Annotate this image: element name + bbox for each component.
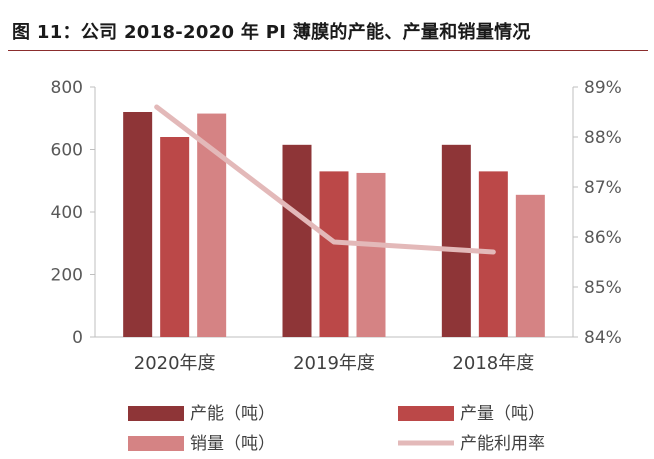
right-tick-label: 86%	[584, 228, 622, 248]
legend-swatch-3	[128, 436, 184, 451]
bar-series-3	[515, 194, 545, 337]
right-tick-label: 87%	[584, 178, 622, 198]
legend-label-4: 产能利用率	[460, 434, 545, 454]
utilization-line	[154, 104, 496, 255]
right-tick-label: 84%	[584, 328, 622, 348]
left-tick-label: 0	[72, 328, 83, 348]
category-label: 2019年度	[293, 353, 375, 374]
right-tick-label: 85%	[584, 278, 622, 298]
bar-series-1	[441, 144, 471, 337]
page-title: 图 11：公司 2018-2020 年 PI 薄膜的产能、产量和销量情况	[12, 22, 531, 43]
left-tick-label: 200	[51, 266, 83, 286]
left-tick-label: 800	[51, 78, 83, 98]
title-divider	[8, 50, 648, 51]
category-label: 2018年度	[452, 353, 534, 374]
bar-series-1	[282, 144, 312, 337]
bar-series-1	[123, 112, 153, 337]
left-tick-label: 600	[51, 141, 83, 161]
legend-label-2: 产量（吨）	[460, 404, 545, 424]
bar-series-3	[356, 172, 386, 337]
legend-swatch-1	[128, 406, 184, 421]
legend-swatch-2	[398, 406, 454, 421]
right-tick-label: 89%	[584, 78, 622, 98]
legend-label-3: 销量（吨）	[190, 434, 275, 454]
left-tick-label: 400	[51, 203, 83, 223]
legend-label-1: 产能（吨）	[190, 404, 275, 424]
bar-series-2	[160, 137, 190, 337]
right-tick-label: 88%	[584, 128, 622, 148]
bar-series-2	[319, 171, 349, 337]
category-label: 2020年度	[134, 353, 216, 374]
